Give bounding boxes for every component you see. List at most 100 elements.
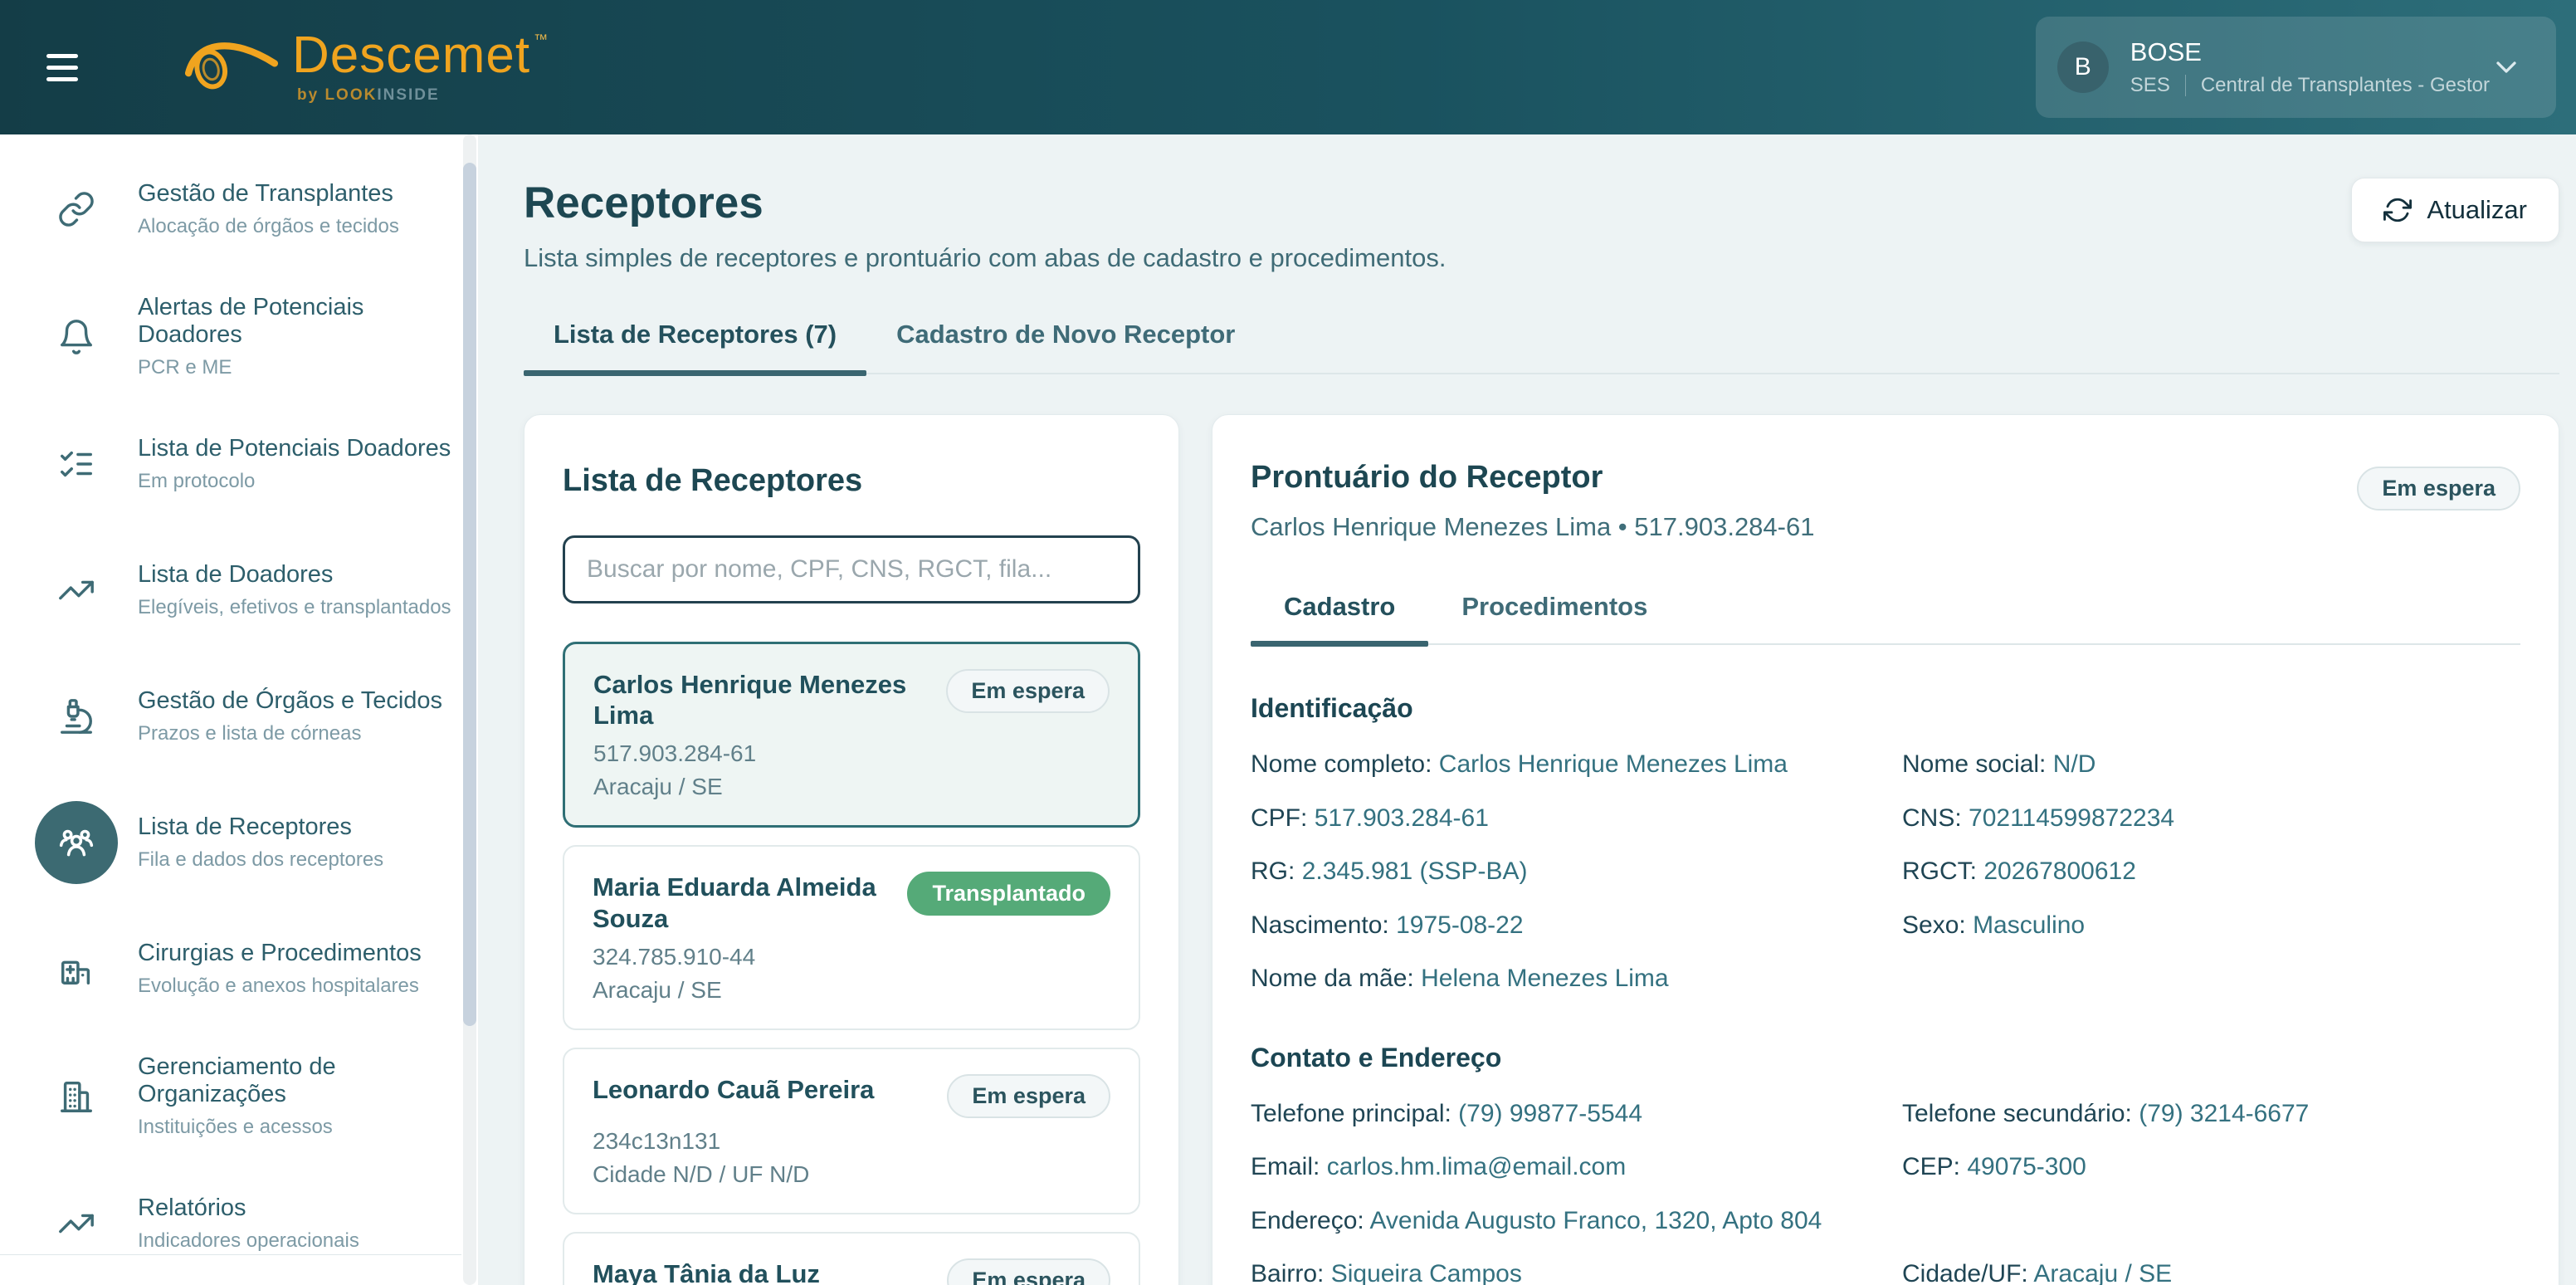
sidebar-scrollbar-thumb[interactable]	[463, 163, 476, 1026]
section-contato-endereco: Contato e Endereço	[1251, 1042, 1502, 1072]
field-email: Email: carlos.hm.lima@email.com	[1251, 1153, 1627, 1180]
page-title: Receptores	[524, 178, 764, 227]
field-cpf: CPF: 517.903.284-61	[1251, 804, 1489, 832]
receptor-location: Cidade N/D / UF N/D	[593, 1160, 810, 1187]
sidebar-item-sub: Em protocolo	[138, 470, 256, 492]
checklist-icon	[35, 423, 118, 506]
sidebar-item-label: Gerenciamento de Organizações	[138, 1053, 336, 1107]
prontuario-subtitle: Carlos Henrique Menezes Lima • 517.903.2…	[1251, 512, 1815, 541]
trend-up-icon	[35, 549, 118, 632]
hospital-icon	[35, 927, 118, 1010]
sidebar-item-label: Cirurgias e Procedimentos	[138, 940, 422, 966]
main-tabs: Lista de Receptores (7) Cadastro de Novo…	[524, 320, 2559, 376]
receptor-list-title: Lista de Receptores	[563, 463, 863, 498]
field-nascimento: Nascimento: 1975-08-22	[1251, 911, 1524, 939]
sidebar-item-sub: Prazos e lista de córneas	[138, 722, 362, 745]
sidebar-item-sub: Indicadores operacionais	[138, 1229, 359, 1252]
main-content: Receptores Lista simples de receptores e…	[478, 134, 2576, 1285]
field-cidade-uf: Cidade/UF: Aracaju / SE	[1902, 1260, 2173, 1285]
field-nome-mae: Nome da mãe: Helena Menezes Lima	[1251, 965, 1669, 992]
sidebar-item-sub: Elegíveis, efetivos e transplantados	[138, 596, 451, 618]
field-rgct: RGCT: 20267800612	[1902, 857, 2136, 885]
receptor-name: Carlos Henrique Menezes Lima	[593, 670, 907, 730]
receptor-name: Maria Eduarda Almeida Souza	[593, 872, 876, 933]
app-logo: Descemet ™ by LOOKINSIDE	[183, 30, 548, 105]
tab-cadastro-novo-receptor[interactable]: Cadastro de Novo Receptor	[866, 320, 1265, 373]
bell-icon	[35, 296, 118, 379]
receptor-list-card: Lista de Receptores Carlos Henrique Mene…	[524, 414, 1179, 1285]
field-empty	[1902, 1205, 2520, 1237]
sidebar-item-relatorios[interactable]: Relatórios Indicadores operacionais	[0, 1160, 478, 1285]
section-identificacao: Identificação	[1251, 693, 1413, 723]
page-subtitle: Lista simples de receptores e prontuário…	[524, 243, 1447, 272]
status-badge: Em espera	[947, 1073, 1110, 1118]
sidebar-item-label: Lista de Potenciais Doadores	[138, 435, 451, 462]
app-header: Descemet ™ by LOOKINSIDE B BOSE SES Cent…	[0, 0, 2576, 134]
status-badge: Em espera	[946, 669, 1110, 713]
field-nome-completo: Nome completo: Carlos Henrique Menezes L…	[1251, 750, 1788, 778]
field-sexo: Sexo: Masculino	[1902, 911, 2086, 939]
sidebar-item-sub: Evolução e anexos hospitalares	[138, 975, 419, 997]
sidebar-item-cirurgias[interactable]: Cirurgias e Procedimentos Evolução e ane…	[0, 906, 478, 1032]
prontuario-title: Prontuário do Receptor	[1251, 460, 1603, 495]
refresh-button[interactable]: Atualizar	[2351, 178, 2559, 242]
field-bairro: Bairro: Siqueira Campos	[1251, 1260, 1522, 1285]
tab-lista-de-receptores[interactable]: Lista de Receptores (7)	[524, 320, 867, 376]
receptor-doc: 234c13n131	[593, 1127, 721, 1154]
sidebar-item-label: Gestão de Órgãos e Tecidos	[138, 687, 443, 714]
receptor-name: Leonardo Cauã Pereira	[593, 1074, 875, 1104]
tab-procedimentos[interactable]: Procedimentos	[1428, 592, 1681, 643]
receptor-doc: 517.903.284-61	[593, 740, 757, 767]
list-item-maya[interactable]: Maya Tânia da Luz Em espera 46553791224 …	[563, 1231, 1140, 1285]
sidebar-item-label: Lista de Receptores	[138, 814, 352, 840]
sidebar-item-lista-doadores[interactable]: Lista de Doadores Elegíveis, efetivos e …	[0, 527, 478, 653]
sidebar-item-label: Relatórios	[138, 1195, 246, 1221]
sidebar-item-sub: Fila e dados dos receptores	[138, 848, 384, 871]
receptor-doc: 324.785.910-44	[593, 943, 756, 970]
receptor-name: Maya Tânia da Luz	[593, 1258, 820, 1285]
sidebar-item-orgaos-tecidos[interactable]: Gestão de Órgãos e Tecidos Prazos e list…	[0, 653, 478, 779]
status-badge: Em espera	[947, 1258, 1110, 1285]
sidebar-item-alertas-doadores[interactable]: Alertas de Potenciais Doadores PCR e ME	[0, 272, 478, 401]
prontuario-status-badge: Em espera	[2357, 467, 2520, 511]
building-icon	[35, 1055, 118, 1138]
user-menu[interactable]: B BOSE SES Central de Transplantes - Ges…	[2035, 17, 2556, 118]
sidebar-item-lista-receptores[interactable]: Lista de Receptores Fila e dados dos rec…	[0, 779, 478, 906]
sidebar-item-gestao-transplantes[interactable]: Gestão de Transplantes Alocação de órgão…	[0, 146, 478, 272]
list-item-carlos[interactable]: Carlos Henrique Menezes Lima Em espera 5…	[563, 642, 1140, 828]
field-endereco: Endereço: Avenida Augusto Franco, 1320, …	[1251, 1206, 1822, 1234]
user-role-label: Central de Transplantes - Gestor	[2200, 74, 2490, 96]
list-item-leonardo[interactable]: Leonardo Cauã Pereira Em espera 234c13n1…	[563, 1047, 1140, 1214]
receptor-location: Aracaju / SE	[593, 774, 723, 800]
tab-cadastro[interactable]: Cadastro	[1251, 592, 1429, 647]
sidebar-item-sub: PCR e ME	[138, 356, 232, 379]
sidebar-item-lista-potenciais[interactable]: Lista de Potenciais Doadores Em protocol…	[0, 401, 478, 527]
field-nome-social: Nome social: N/D	[1902, 750, 2096, 778]
avatar: B	[2056, 42, 2109, 93]
sidebar: Gestão de Transplantes Alocação de órgão…	[0, 134, 478, 1285]
field-telefone-secundario: Telefone secundário: (79) 3214-6677	[1902, 1099, 2310, 1127]
chart-icon	[35, 1182, 118, 1265]
field-cns: CNS: 702114599872234	[1902, 804, 2175, 832]
search-input[interactable]	[563, 535, 1140, 603]
refresh-icon	[2383, 196, 2413, 224]
sidebar-item-label: Lista de Doadores	[138, 561, 334, 588]
hamburger-menu-button[interactable]	[46, 41, 100, 94]
sidebar-item-organizacoes[interactable]: Gerenciamento de Organizações Instituiçõ…	[0, 1032, 478, 1160]
field-cep: CEP: 49075-300	[1902, 1153, 2086, 1180]
sidebar-item-label: Alertas de Potenciais Doadores	[138, 294, 364, 348]
prontuario-card: Prontuário do Receptor Carlos Henrique M…	[1212, 414, 2559, 1285]
link-icon	[35, 168, 118, 251]
logo-subtitle: by LOOKINSIDE	[297, 86, 440, 104]
user-org: SES	[2130, 74, 2170, 96]
receptor-items: Carlos Henrique Menezes Lima Em espera 5…	[563, 642, 1140, 1285]
field-empty	[1902, 963, 2520, 994]
divider	[2184, 75, 2186, 96]
sidebar-divider	[0, 1254, 461, 1255]
sidebar-item-sub: Alocação de órgãos e tecidos	[138, 215, 399, 237]
user-role: SES Central de Transplantes - Gestor	[2130, 74, 2490, 97]
sidebar-item-label: Gestão de Transplantes	[138, 180, 393, 207]
user-name: BOSE	[2130, 37, 2202, 66]
refresh-button-label: Atualizar	[2427, 195, 2527, 224]
list-item-maria[interactable]: Maria Eduarda Almeida Souza Transplantad…	[563, 845, 1140, 1030]
